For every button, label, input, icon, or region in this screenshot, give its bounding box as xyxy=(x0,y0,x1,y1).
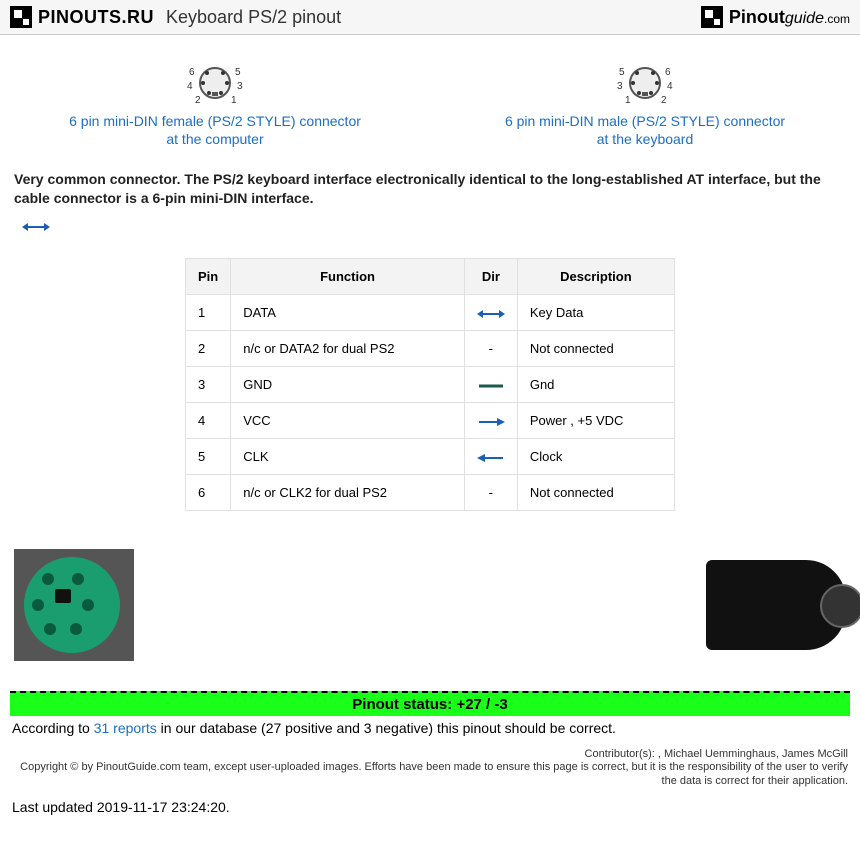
cell-dir xyxy=(464,295,517,331)
cell-function: n/c or DATA2 for dual PS2 xyxy=(231,331,465,367)
table-row: 3GND Gnd xyxy=(186,367,675,403)
pin-label: 2 xyxy=(661,95,667,106)
cell-function: DATA xyxy=(231,295,465,331)
pin-label: 4 xyxy=(667,81,673,92)
pin-label: 3 xyxy=(617,81,623,92)
cell-function: GND xyxy=(231,367,465,403)
pin-label: 6 xyxy=(189,67,195,78)
logo-icon-right xyxy=(701,6,723,28)
pin-label: 4 xyxy=(187,81,193,92)
photo-female-connector xyxy=(14,549,134,661)
cell-pin: 6 xyxy=(186,475,231,511)
cell-dir xyxy=(464,367,517,403)
table-header-row: Pin Function Dir Description xyxy=(186,259,675,295)
table-row: 5CLK Clock xyxy=(186,439,675,475)
cell-pin: 3 xyxy=(186,367,231,403)
table-row: 6n/c or CLK2 for dual PS2-Not connected xyxy=(186,475,675,511)
pin-label: 5 xyxy=(619,67,625,78)
copyright-line: Copyright © by PinoutGuide.com team, exc… xyxy=(0,760,860,789)
col-description: Description xyxy=(517,259,674,295)
cell-description: Not connected xyxy=(517,475,674,511)
cell-description: Key Data xyxy=(517,295,674,331)
header-left: PINOUTS.RU Keyboard PS/2 pinout xyxy=(10,6,341,28)
cell-pin: 1 xyxy=(186,295,231,331)
intro-paragraph: Very common connector. The PS/2 keyboard… xyxy=(0,160,860,218)
logo-right-main: Pinout xyxy=(729,7,785,27)
table-row: 2n/c or DATA2 for dual PS2-Not connected xyxy=(186,331,675,367)
col-pin: Pin xyxy=(186,259,231,295)
page-title: Keyboard PS/2 pinout xyxy=(166,7,341,28)
cell-description: Not connected xyxy=(517,331,674,367)
cell-dir: - xyxy=(464,331,517,367)
cell-description: Power , +5 VDC xyxy=(517,403,674,439)
pin-label: 6 xyxy=(665,67,671,78)
connector-photos-row xyxy=(0,541,860,691)
connector-female-caption[interactable]: 6 pin mini-DIN female (PS/2 STYLE) conne… xyxy=(35,112,395,148)
pin-label: 5 xyxy=(235,67,241,78)
table-row: 1DATA Key Data xyxy=(186,295,675,331)
cell-function: CLK xyxy=(231,439,465,475)
connector-female-diagram: 6 5 4 3 2 1 xyxy=(189,63,241,103)
cell-dir xyxy=(464,439,517,475)
reports-link[interactable]: 31 reports xyxy=(94,720,157,736)
pin-label: 2 xyxy=(195,95,201,106)
table-row: 4VCC Power , +5 VDC xyxy=(186,403,675,439)
connector-diagrams-row: 6 5 4 3 2 1 6 pin mini-DIN female (PS/2 STYLE… xyxy=(0,63,860,148)
logo-right-suffix: .com xyxy=(824,12,850,26)
cell-description: Gnd xyxy=(517,367,674,403)
status-banner: Pinout status: +27 / -3 xyxy=(10,691,850,716)
col-function: Function xyxy=(231,259,465,295)
logo-pinoutguide[interactable]: Pinoutguide.com xyxy=(701,6,850,28)
cell-pin: 2 xyxy=(186,331,231,367)
pinout-table: Pin Function Dir Description 1DATA Key Da… xyxy=(185,258,675,511)
contributors-line: Contributor(s): , Michael Uemminghaus, J… xyxy=(0,748,860,760)
page-header: PINOUTS.RU Keyboard PS/2 pinout Pinoutgu… xyxy=(0,0,860,35)
pin-label: 3 xyxy=(237,81,243,92)
cell-dir: - xyxy=(464,475,517,511)
connector-male-caption[interactable]: 6 pin mini-DIN male (PS/2 STYLE) connect… xyxy=(465,112,825,148)
pin-label: 1 xyxy=(625,95,631,106)
pin-label: 1 xyxy=(231,95,237,106)
connector-female-block: 6 5 4 3 2 1 6 pin mini-DIN female (PS/2 STYLE… xyxy=(35,63,395,148)
logo-pinouts-ru[interactable]: PINOUTS.RU xyxy=(10,6,154,28)
bidir-icon xyxy=(22,218,860,234)
logo-right-guide: guide xyxy=(785,10,824,27)
logo-text: PINOUTS.RU xyxy=(38,7,154,28)
last-updated: Last updated 2019-11-17 23:24:20. xyxy=(0,789,860,825)
cell-pin: 5 xyxy=(186,439,231,475)
connector-male-block: 5 6 3 4 1 2 6 pin mini-DIN male (PS/2 STYLE) … xyxy=(465,63,825,148)
cell-dir xyxy=(464,403,517,439)
photo-male-connector xyxy=(706,560,846,650)
cell-function: VCC xyxy=(231,403,465,439)
reports-line: According to 31 reports in our database … xyxy=(0,716,860,740)
col-dir: Dir xyxy=(464,259,517,295)
connector-male-diagram: 5 6 3 4 1 2 xyxy=(619,63,671,103)
cell-pin: 4 xyxy=(186,403,231,439)
logo-icon xyxy=(10,6,32,28)
cell-function: n/c or CLK2 for dual PS2 xyxy=(231,475,465,511)
cell-description: Clock xyxy=(517,439,674,475)
